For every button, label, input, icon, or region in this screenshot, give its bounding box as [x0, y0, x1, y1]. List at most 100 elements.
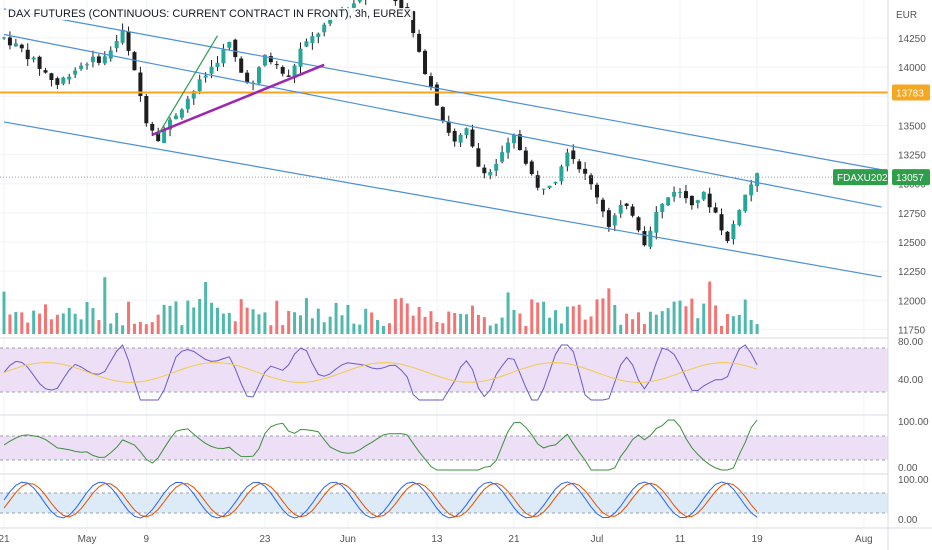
volume-bar: [654, 314, 658, 334]
time-tick-label: 13: [431, 534, 443, 545]
volume-bar: [435, 321, 439, 334]
ticker-tag-label: FDAXU2022: [837, 173, 894, 184]
volume-bar: [227, 312, 231, 334]
candle-body: [565, 152, 570, 167]
volume-bar: [358, 324, 362, 334]
volume-bar: [476, 314, 480, 334]
volume-bar: [441, 323, 445, 334]
indicator-band: [0, 493, 888, 513]
candle-body: [102, 56, 107, 64]
volume-bar: [97, 319, 101, 334]
candle-body: [666, 197, 671, 206]
time-tick-label: Jul: [591, 534, 604, 545]
price-tick-label: 12250: [898, 267, 926, 278]
volume-bar: [387, 323, 391, 334]
channel-middle: [3, 33, 882, 208]
candle-body: [150, 123, 155, 131]
volume-bar: [648, 311, 652, 334]
candle-body: [517, 134, 522, 151]
candle-body: [411, 11, 416, 33]
candle-body: [672, 192, 677, 197]
candle-body: [322, 24, 327, 33]
time-tick-label: 23: [259, 534, 271, 545]
volume-bar: [281, 325, 285, 334]
volume-bar: [138, 321, 142, 334]
volume-bar: [233, 321, 237, 334]
volume-bar: [405, 303, 409, 334]
volume-bar: [737, 314, 741, 334]
volume-bar: [601, 298, 605, 334]
candle-body: [173, 115, 178, 119]
volume-bar: [221, 313, 225, 334]
volume-bar: [198, 298, 202, 334]
candle-body: [559, 166, 564, 182]
ticker-tag: [833, 169, 888, 186]
volume-bar: [14, 312, 18, 334]
volume-bar: [49, 319, 53, 334]
candle-body: [642, 231, 647, 246]
volume-bar: [168, 305, 172, 334]
volume-bar: [696, 318, 700, 334]
volume-bar: [631, 319, 635, 334]
volume-bar: [328, 316, 332, 334]
time-axis: 21 May 9 23 Jun 13 21 Jul 11 19 Aug: [0, 527, 932, 545]
oscillator-line: [3, 419, 758, 471]
indicator-tick-label: 0.00: [898, 515, 918, 526]
volume-bar: [85, 301, 89, 334]
volume-bar: [690, 298, 694, 334]
volume-bar: [174, 301, 178, 334]
volume-bar: [340, 315, 344, 334]
candle-body: [256, 67, 261, 84]
volume-bar: [67, 307, 71, 334]
volume-bar: [637, 312, 641, 334]
candle-body: [162, 129, 167, 143]
candle-body: [304, 41, 309, 47]
volume-bar: [382, 325, 386, 334]
time-tick-label: May: [78, 534, 97, 545]
volume-bar: [619, 324, 623, 334]
volume-bar: [144, 324, 148, 334]
candle-body: [500, 152, 505, 162]
candle-body: [120, 29, 125, 43]
volume-bar: [26, 322, 30, 334]
candle-body: [316, 33, 321, 37]
candle-body: [357, 0, 362, 2]
volume-bar: [672, 301, 676, 334]
volume-bars: [2, 277, 759, 334]
candle-body: [577, 161, 582, 170]
candle-body: [96, 56, 101, 63]
candle-body: [630, 206, 635, 216]
volume-bar: [269, 325, 273, 334]
volume-bar: [180, 325, 184, 334]
candle-body: [464, 128, 469, 135]
volume-bar: [186, 300, 190, 334]
candle-body: [458, 134, 463, 143]
candle-body: [511, 134, 516, 144]
volume-bar: [613, 304, 617, 334]
volume-bar: [524, 325, 528, 334]
channel-upper: [3, 8, 882, 171]
candle-body: [452, 130, 457, 142]
candle-body: [138, 72, 143, 96]
volume-bar: [103, 277, 107, 334]
candle-body: [209, 66, 214, 74]
volume-bar: [542, 301, 546, 334]
trend-lines: [0, 8, 888, 278]
candle-body: [660, 204, 665, 213]
candle-body: [393, 0, 398, 2]
price-tick-label: 13250: [898, 151, 926, 162]
volume-bar: [44, 304, 48, 334]
time-tick-label: 19: [752, 534, 764, 545]
currency-label: EUR: [896, 10, 917, 21]
candle-body: [695, 200, 700, 203]
candle-body: [689, 195, 694, 206]
candle-body: [292, 65, 297, 78]
time-tick-label: 11: [675, 534, 686, 545]
volume-bar: [370, 312, 374, 334]
rsi-signal-line: [3, 362, 758, 383]
volume-bar: [204, 281, 208, 334]
candle-body: [476, 148, 481, 167]
volume-bar: [423, 316, 427, 334]
candle-body: [43, 70, 48, 73]
